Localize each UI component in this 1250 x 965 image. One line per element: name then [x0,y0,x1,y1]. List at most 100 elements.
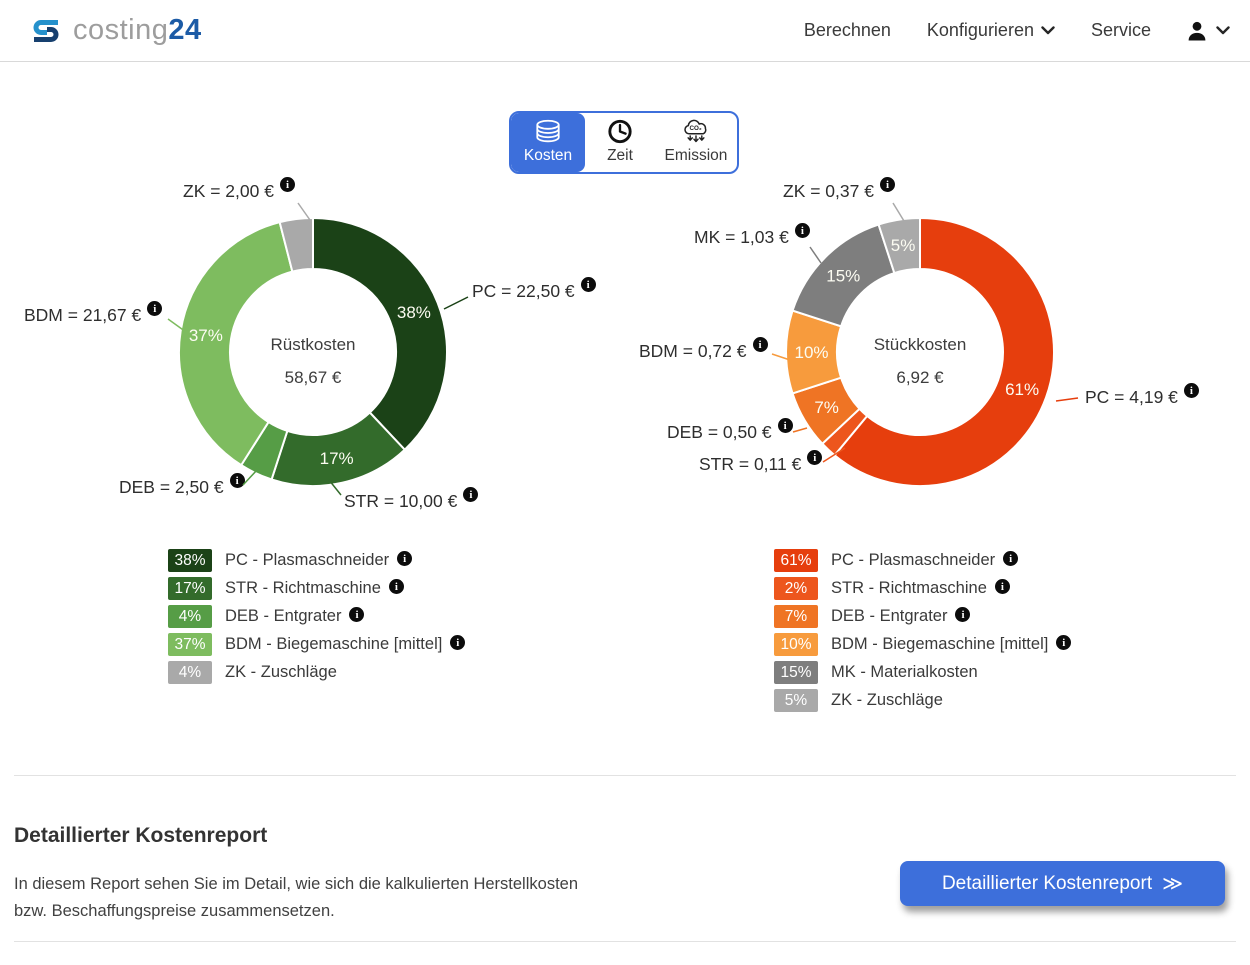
info-icon[interactable] [1056,635,1072,650]
info-icon[interactable] [229,473,245,488]
legend-label: STR - Richtmaschine [831,579,987,597]
legend-row: 5% ZK - Zuschläge [774,689,1071,712]
donut-slice-bdm[interactable] [178,220,294,467]
info-icon[interactable] [807,450,823,465]
section-divider [14,941,1236,942]
legend-label: DEB - Entgrater [225,607,342,625]
info-icon[interactable] [794,223,810,238]
slice-value-label-bdm: BDM = 21,67 € [24,301,163,326]
navbar: costing24 Berechnen Konfigurieren Servic… [0,0,1250,62]
legend-pct-badge: 4% [168,661,212,684]
legend-pct-badge: 17% [168,577,212,600]
legend-row: 2% STR - Richtmaschine [774,577,1071,600]
legend-stueckkosten: 61% PC - Plasmaschneider 2% STR - Richtm… [774,549,1072,712]
donut-slice-pc[interactable] [833,217,1055,487]
slice-pct-label: 61% [1005,380,1039,399]
chevron-down-icon [1041,26,1055,35]
info-icon[interactable] [1003,551,1019,566]
double-chevron-right-icon: ≫ [1162,872,1184,895]
clock-icon [608,119,632,144]
info-icon[interactable] [349,607,365,622]
donut-slice-zk[interactable] [877,217,921,275]
legend-label: PC - Plasmaschneider [225,551,390,569]
tab-emission[interactable]: CO₂ Emission [655,113,737,172]
slice-pct-label: 15% [826,266,860,285]
legend-pct-badge: 38% [168,549,212,572]
donut-chart-ruestkosten[interactable]: 38% 17% 37% [178,217,448,487]
legend-label: ZK - Zuschläge [831,691,943,709]
legend-label: BDM - Biegemaschine [mittel] [831,635,1049,653]
slice-value-label-mk: MK = 1,03 € [694,223,810,248]
info-icon[interactable] [879,177,895,192]
legend-label: PC - Plasmaschneider [831,551,996,569]
slice-pct-label: 5% [891,236,916,255]
legend-row: 15% MK - Materialkosten [774,661,1071,684]
legend-pct-badge: 37% [168,633,212,656]
legend-row: 38% PC - Plasmaschneider [168,549,465,572]
user-icon [1188,21,1206,40]
slice-value-label-pc: PC = 4,19 € [1085,383,1199,408]
info-icon[interactable] [397,551,413,566]
info-icon[interactable] [580,277,596,292]
info-icon[interactable] [147,301,163,316]
slice-pct-label: 7% [814,398,839,417]
info-icon[interactable] [1183,383,1199,398]
legend-row: 4% ZK - Zuschläge [168,661,465,684]
slice-value-label-str: STR = 0,11 € [699,450,823,475]
nav-item-konfigurieren[interactable]: Konfigurieren [927,20,1055,41]
detailed-report-button[interactable]: Detaillierter Kostenreport ≫ [900,861,1225,906]
tab-label: Kosten [523,147,573,164]
legend-pct-badge: 2% [774,577,818,600]
info-icon[interactable] [955,607,971,622]
info-icon[interactable] [777,418,793,433]
donut-slice-pc[interactable] [312,217,448,452]
logo-s-icon [33,19,59,42]
donut-slice-zk[interactable] [278,217,314,273]
chevron-down-icon [1216,26,1230,35]
info-icon[interactable] [752,337,768,352]
svg-text:CO₂: CO₂ [689,125,701,132]
nav-item-berechnen[interactable]: Berechnen [803,20,891,40]
slice-value-label-bdm: BDM = 0,72 € [639,337,768,362]
donut-chart-stueckkosten[interactable]: 61% 7% 10% 15% 5% [785,217,1055,487]
logo-text: costing24 [73,14,202,46]
legend-row: 4% DEB - Entgrater [168,605,465,628]
slice-pct-label: 17% [320,449,354,468]
legend-row: 61% PC - Plasmaschneider [774,549,1071,572]
button-label: Detaillierter Kostenreport [941,872,1153,894]
legend-label: STR - Richtmaschine [225,579,381,597]
info-icon[interactable] [463,487,479,502]
legend-row: 37% BDM - Biegemaschine [mittel] [168,633,466,656]
slice-pct-label: 10% [794,343,828,362]
legend-pct-badge: 7% [774,605,818,628]
legend-row: 10% BDM - Biegemaschine [mittel] [774,633,1072,656]
user-menu[interactable] [1187,21,1230,41]
nav-item-service[interactable]: Service [1090,20,1151,40]
legend-pct-badge: 15% [774,661,818,684]
info-icon[interactable] [279,177,295,192]
tab-kosten[interactable]: Kosten [511,113,585,172]
legend-label: DEB - Entgrater [831,607,948,625]
info-icon[interactable] [994,579,1010,594]
slice-value-label-zk: ZK = 0,37 € [783,177,895,202]
tab-zeit[interactable]: Zeit [585,113,655,172]
legend-ruestkosten: 38% PC - Plasmaschneider 17% STR - Richt… [168,549,466,684]
legend-label: ZK - Zuschläge [225,663,337,681]
coins-icon [536,119,560,143]
slice-value-label-pc: PC = 22,50 € [472,277,596,302]
legend-pct-badge: 5% [774,689,818,712]
slice-pct-label: 37% [189,326,223,345]
legend-pct-badge: 61% [774,549,818,572]
slice-pct-label: 38% [397,303,431,322]
info-icon[interactable] [388,579,404,594]
legend-pct-badge: 10% [774,633,818,656]
legend-pct-badge: 4% [168,605,212,628]
slice-value-label-zk: ZK = 2,00 € [183,177,295,202]
legend-row: 17% STR - Richtmaschine [168,577,465,600]
legend-row: 7% DEB - Entgrater [774,605,1071,628]
nav-item-label: Konfigurieren [926,20,1034,40]
info-icon[interactable] [450,635,466,650]
logo[interactable]: costing24 [28,13,202,49]
main-nav: Berechnen Konfigurieren Service [804,20,1230,41]
slice-value-label-str: STR = 10,00 € [344,487,479,512]
